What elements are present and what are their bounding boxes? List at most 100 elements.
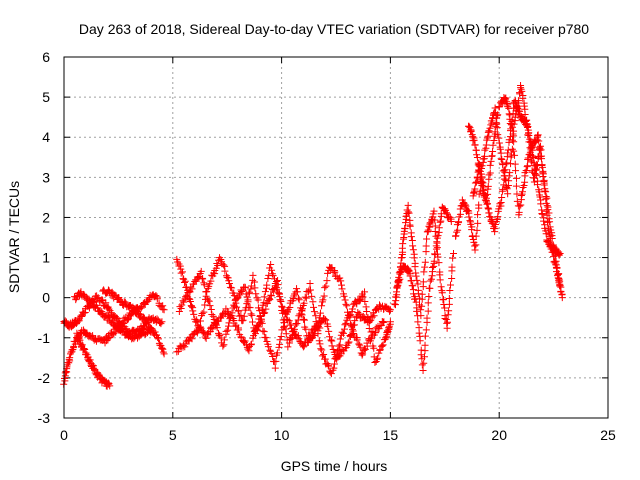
data-point-t8: [447, 281, 455, 289]
data-point-t3: [79, 346, 87, 354]
data-point-t8: [404, 208, 412, 216]
data-point-t2: [124, 316, 132, 324]
data-point-t7: [276, 293, 284, 301]
data-point-t8: [444, 318, 452, 326]
data-point-t0: [158, 318, 166, 326]
data-point-t7: [246, 304, 254, 312]
data-point-t7: [325, 362, 333, 370]
data-point-t11: [553, 264, 561, 272]
data-point-t5: [190, 310, 198, 318]
data-point-t12: [528, 152, 536, 160]
data-point-t7: [312, 318, 320, 326]
data-point-t5: [260, 293, 268, 301]
data-point-t12: [537, 200, 545, 208]
data-point-t6: [302, 325, 310, 333]
data-point-t5: [268, 266, 276, 274]
data-point-t3: [82, 349, 90, 357]
data-point-t10: [472, 241, 480, 249]
data-point-t6: [235, 307, 243, 315]
data-point-t7: [188, 285, 196, 293]
data-point-t7: [301, 293, 309, 301]
data-point-t5: [235, 326, 243, 334]
data-point-t4: [144, 319, 152, 327]
data-point-t5: [344, 339, 352, 347]
data-point-t5: [293, 333, 301, 341]
data-point-t1: [89, 299, 97, 307]
data-point-t5: [186, 297, 194, 305]
chart-title: Day 263 of 2018, Sidereal Day-to-day VTE…: [79, 21, 589, 37]
data-point-t10: [474, 219, 482, 227]
data-point-t12: [556, 250, 564, 258]
data-point-t10: [473, 226, 481, 234]
x-tick-label: 10: [274, 427, 290, 443]
data-point-t10: [519, 94, 527, 102]
data-point-t6: [300, 316, 308, 324]
data-point-t12: [482, 196, 490, 204]
data-point-t1: [87, 297, 95, 305]
data-point-t11: [535, 137, 543, 145]
data-point-t6: [360, 346, 368, 354]
data-point-t11: [502, 94, 510, 102]
data-point-t7: [294, 316, 302, 324]
data-point-t8: [414, 280, 422, 288]
data-point-t2: [61, 372, 69, 380]
data-point-t11: [510, 138, 518, 146]
data-point-t10: [537, 142, 545, 150]
data-point-t7: [302, 294, 310, 302]
data-point-t7: [253, 326, 261, 334]
data-point-t6: [197, 317, 205, 325]
data-point-t7: [348, 305, 356, 313]
data-point-t12: [479, 186, 487, 194]
data-point-t7: [361, 297, 369, 305]
x-tick-label: 5: [169, 427, 177, 443]
data-point-t6: [239, 316, 247, 324]
data-point-t10: [496, 145, 504, 153]
x-tick-label: 15: [383, 427, 399, 443]
data-point-t6: [247, 282, 255, 290]
data-point-t8: [445, 307, 453, 315]
data-point-t12: [507, 125, 515, 133]
data-point-t9: [426, 284, 434, 292]
data-point-t11: [510, 147, 518, 155]
data-point-t7: [288, 332, 296, 340]
data-point-t6: [271, 364, 279, 372]
data-point-t12: [504, 149, 512, 157]
data-point-t5: [177, 269, 185, 277]
data-point-t5: [386, 307, 394, 315]
data-point-t6: [228, 284, 236, 292]
data-point-t6: [315, 317, 323, 325]
data-point-t6: [260, 328, 268, 336]
data-point-t7: [230, 301, 238, 309]
data-point-t7: [242, 290, 250, 298]
data-point-t6: [266, 346, 274, 354]
data-point-t7: [361, 288, 369, 296]
data-point-t8: [431, 227, 439, 235]
data-point-t5: [370, 312, 378, 320]
x-axis-label: GPS time / hours: [281, 458, 388, 474]
data-point-t7: [363, 307, 371, 315]
data-point-t7: [256, 319, 264, 327]
data-point-t9: [412, 298, 420, 306]
data-point-t12: [540, 217, 548, 225]
data-point-t7: [298, 305, 306, 313]
data-point-t5: [245, 347, 253, 355]
data-point-t6: [353, 336, 361, 344]
data-point-t7: [332, 353, 340, 361]
axis-ticks: 0 5 10 15 20 25 -3 -2 -1 0 1 2 3 4 5 6: [38, 49, 616, 443]
data-point-t6: [254, 296, 262, 304]
data-point-t12: [555, 251, 563, 259]
data-point-t6: [272, 357, 280, 365]
data-point-t9: [427, 275, 435, 283]
data-point-t7: [315, 337, 323, 345]
data-point-t7: [335, 342, 343, 350]
data-point-t11: [543, 202, 551, 210]
data-point-t6: [336, 274, 344, 282]
data-point-t3: [80, 344, 88, 352]
data-point-t11: [517, 191, 525, 199]
data-point-t7: [278, 306, 286, 314]
data-point-t6: [372, 329, 380, 337]
data-point-t7: [205, 297, 213, 305]
data-point-t6: [246, 288, 254, 296]
data-point-t6: [214, 262, 222, 270]
data-point-t11: [541, 185, 549, 193]
